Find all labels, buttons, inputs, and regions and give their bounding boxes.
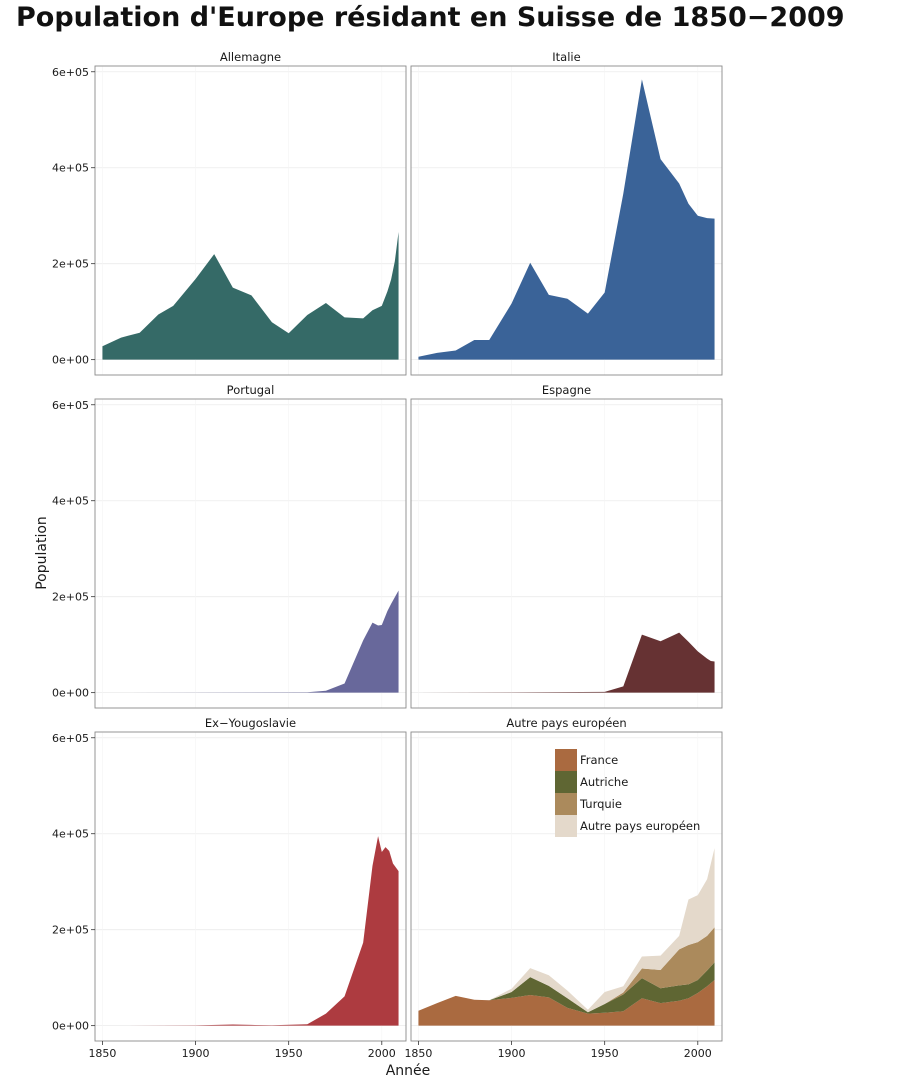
y-tick-label: 0e+00 (52, 354, 89, 367)
panel-background (95, 399, 406, 708)
panel-title: Ex−Yougoslavie (205, 716, 296, 730)
panel-title: Espagne (542, 383, 591, 397)
y-tick-label: 6e+05 (52, 66, 89, 79)
area-portugal (102, 590, 399, 693)
panel-allemagne: Allemagne 0e+00 2e+05 4e+05 6e+05 (52, 50, 407, 376)
legend-label: France (580, 753, 618, 767)
legend-label: Autriche (580, 775, 628, 789)
panel-border (410, 731, 723, 1042)
area-espagne (418, 632, 715, 693)
area-france (418, 980, 715, 1026)
panel-border (410, 65, 723, 376)
panel-espagne: Espagne (410, 383, 723, 709)
x-tick-label: 1900 (498, 1047, 526, 1060)
x-tick-label: 1950 (275, 1047, 303, 1060)
x-tick-label: 1850 (88, 1047, 116, 1060)
panel-title: Portugal (227, 383, 275, 397)
x-axis-title: Année (386, 1063, 431, 1079)
area-ex-yougoslavie (102, 836, 399, 1026)
y-tick-label: 6e+05 (52, 732, 89, 745)
legend-swatch (555, 749, 577, 771)
panel-border (94, 731, 407, 1042)
legend-swatch (555, 771, 577, 793)
y-tick-label: 6e+05 (52, 399, 89, 412)
y-tick-label: 4e+05 (52, 162, 89, 175)
chart-title: Population d'Europe résidant en Suisse d… (16, 2, 845, 33)
legend-item: Autre pays européen (555, 815, 700, 837)
panel-ex-yougoslavie: Ex−Yougoslavie 0e+00 2e+05 4e+05 6e+05 1850 19… (52, 716, 407, 1060)
x-tick-label: 2000 (684, 1047, 712, 1060)
y-tick-label: 2e+05 (52, 591, 89, 604)
panel-italie: Italie (410, 50, 723, 376)
legend-swatch (555, 815, 577, 837)
legend-label: Turquie (579, 797, 622, 811)
area-turquie (418, 927, 715, 1013)
x-tick-label: 2000 (368, 1047, 396, 1060)
area-allemagne (102, 232, 399, 360)
area-autriche (418, 962, 715, 1014)
y-tick-label: 2e+05 (52, 924, 89, 937)
panel-border (94, 398, 407, 709)
legend-swatch (555, 793, 577, 815)
panel-title: Autre pays européen (506, 716, 626, 730)
legend-item: France (555, 749, 618, 771)
panel-border (94, 65, 407, 376)
panel-portugal: Portugal 0e+00 2e+05 4e+05 6e+05 (52, 383, 407, 709)
y-tick-label: 0e+00 (52, 687, 89, 700)
panel-title: Allemagne (220, 50, 281, 64)
x-tick-label: 1900 (182, 1047, 210, 1060)
x-tick-label: 1850 (404, 1047, 432, 1060)
area-italie (418, 79, 715, 360)
legend-item: Turquie (555, 793, 622, 815)
legend-label: Autre pays européen (580, 819, 700, 833)
y-tick-label: 4e+05 (52, 495, 89, 508)
panel-autre-pays-europ-en: Autre pays européen 1850 1900 1950 2000 Franc… (404, 716, 723, 1060)
y-tick-label: 2e+05 (52, 258, 89, 271)
y-axis-title: Population (34, 516, 50, 590)
y-tick-label: 4e+05 (52, 828, 89, 841)
x-tick-label: 1950 (591, 1047, 619, 1060)
panel-title: Italie (552, 50, 580, 64)
y-tick-label: 0e+00 (52, 1020, 89, 1033)
legend-item: Autriche (555, 771, 628, 793)
panel-border (410, 398, 723, 709)
legend: France Autriche Turquie Autre pays européen (555, 749, 700, 837)
